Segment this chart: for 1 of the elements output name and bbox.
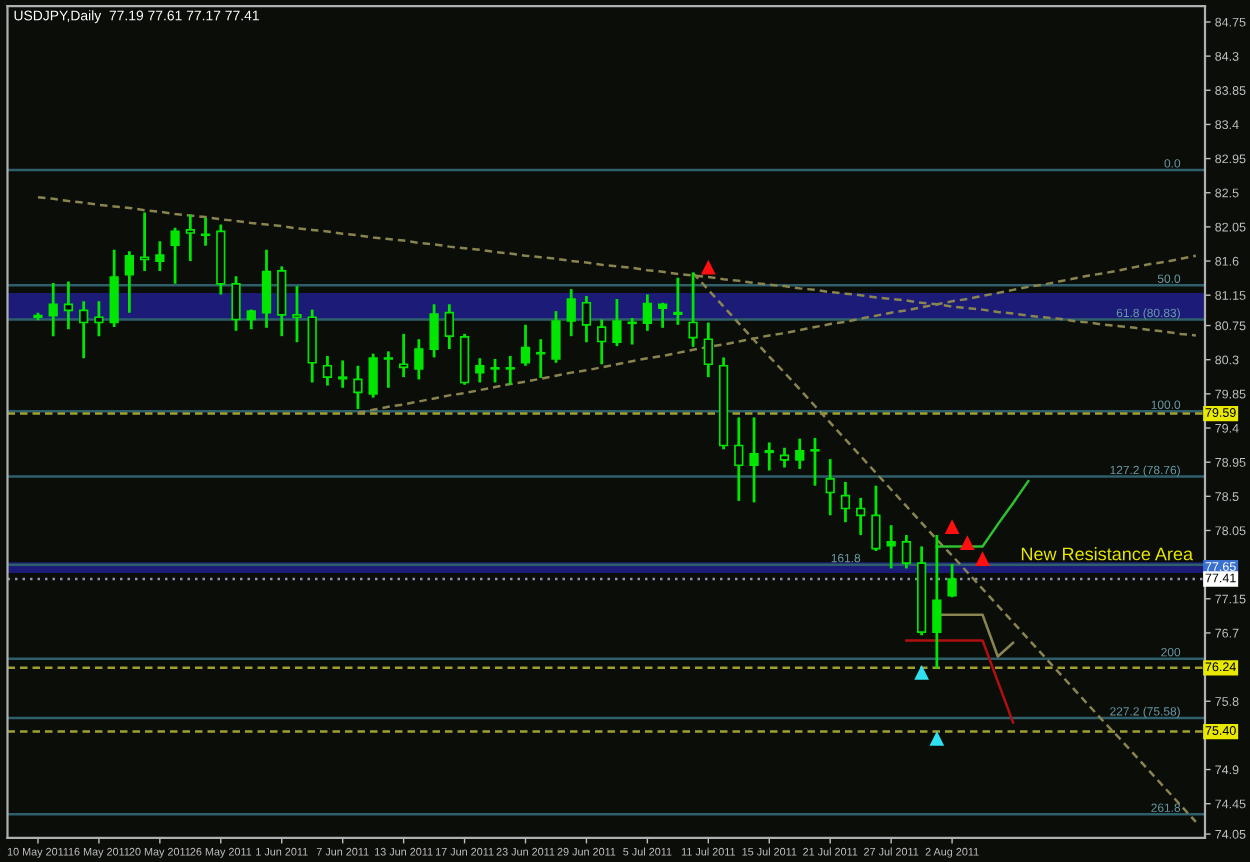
annotation: New Resistance Area: [1021, 547, 1194, 561]
